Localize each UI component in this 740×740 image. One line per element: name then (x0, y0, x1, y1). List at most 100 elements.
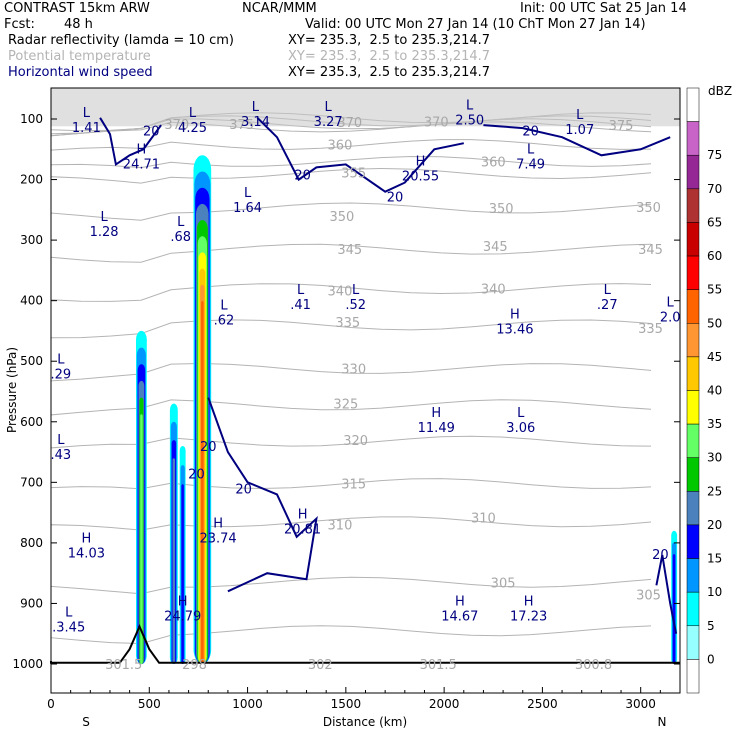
extremum-value: 3.06 (506, 421, 535, 436)
theta-label: 345 (337, 243, 362, 258)
extremum-type: L (297, 283, 305, 298)
extremum-value: 24.79 (164, 610, 201, 625)
extremum-type: H (213, 517, 223, 532)
theta-isoline (50, 362, 652, 382)
field1-xy: XY= 235.3, 2.5 to 235.3,214.7 (288, 33, 491, 48)
extremum-type: L (83, 106, 91, 121)
colorbar-unit: dBZ (708, 84, 732, 98)
y-tick-label: 200 (20, 173, 43, 187)
colorbar-segment (686, 87, 700, 122)
extremum-value: 14.67 (441, 610, 478, 625)
colorbar-tick-label: 50 (707, 316, 722, 330)
extremum-value: .68 (170, 230, 191, 245)
extremum-value: 1.28 (90, 225, 119, 240)
init-time: Init: 00 UTC Sat 25 Jan 14 (520, 1, 687, 16)
colorbar-tick-label: 0 (707, 652, 715, 666)
theta-isoline (50, 435, 652, 449)
extremum-type: H (81, 532, 91, 547)
theta-label: 350 (329, 210, 354, 225)
theta-isoline (50, 139, 652, 151)
colorbar-segment (686, 390, 700, 425)
field2-xy: XY= 235.3, 2.5 to 235.3,214.7 (288, 49, 491, 64)
extremum-value: 17.23 (510, 610, 547, 625)
theta-label: 360 (328, 138, 353, 153)
colorbar: 0 5 10 15 20 25 30 35 40 45 50 55 60 65 70 75 (686, 87, 722, 694)
plot-area: 370 375 370 370 375 360 360 355 350 350 350 345 345 3… (50, 88, 681, 673)
extremum-type: H (298, 507, 308, 522)
wind-speed-contour (483, 124, 671, 157)
colorbar-tick-label: 75 (707, 148, 722, 162)
extremum-value: .52 (345, 298, 366, 313)
theta-label: 350 (636, 201, 661, 216)
extremum-value: .62 (214, 314, 235, 329)
colorbar-tick-label: 15 (707, 552, 722, 566)
colorbar-segment (686, 524, 700, 559)
colorbar-segment (686, 188, 700, 223)
extremum-type: L (189, 106, 197, 121)
theta-label: 310 (471, 511, 496, 526)
extremum-value: 2.0 (660, 311, 681, 326)
colorbar-tick-label: 10 (707, 585, 722, 599)
colorbar-segment (686, 423, 700, 458)
wind-speed-contour (655, 554, 678, 634)
wind-contour-label: 20 (235, 482, 252, 497)
field3-name: Horizontal wind speed (8, 65, 153, 80)
model-title: CONTRAST 15km ARW (4, 1, 150, 16)
extremum-value: 20.55 (402, 169, 439, 184)
colorbar-segment (686, 659, 700, 694)
colorbar-segment (686, 222, 700, 257)
colorbar-segment (686, 356, 700, 391)
extremum-value: 1.41 (72, 121, 101, 136)
wind-contour-label: 20 (387, 191, 404, 206)
wind-contour-label: 20 (652, 548, 669, 563)
x-tick-label: 2500 (527, 697, 558, 711)
y-tick-label: 600 (20, 415, 43, 429)
terrain-line (50, 623, 680, 664)
reflectivity-cell (672, 554, 676, 664)
extremum-type: L (252, 100, 260, 115)
extremum-value: .3.45 (52, 621, 85, 636)
x-end-right: N (658, 715, 667, 729)
extremum-value: 24.71 (123, 157, 160, 172)
x-tick-label: 0 (47, 697, 55, 711)
theta-label: 340 (328, 284, 353, 299)
reflectivity-cell (172, 458, 176, 664)
extremum-type: L (244, 186, 252, 201)
theta-label: 301.5 (420, 658, 457, 673)
colorbar-segment (686, 154, 700, 190)
y-tick-label: 1000 (12, 657, 43, 671)
x-tick-label: 1000 (232, 697, 263, 711)
wind-speed-contour (99, 117, 162, 167)
extremum-type: H (524, 595, 534, 610)
fcst-label: Fcst: (4, 17, 35, 32)
extremum-value: 20.81 (284, 522, 321, 537)
theta-isoline (50, 399, 652, 416)
fcst-value: 48 h (64, 17, 93, 32)
extremum-type: L (517, 406, 525, 421)
y-tick-label: 300 (20, 233, 43, 247)
extremum-value: 14.03 (68, 547, 105, 562)
reflectivity-cell (140, 414, 143, 664)
theta-label: 305 (636, 588, 661, 603)
extremum-value: 13.46 (496, 323, 533, 338)
extremum-value: 1.07 (565, 123, 594, 138)
theta-label: 335 (335, 316, 360, 331)
extremum-type: H (137, 142, 147, 157)
colorbar-tick-label: 30 (707, 451, 722, 465)
theta-label: 360 (481, 155, 506, 170)
colorbar-tick-label: 5 (707, 619, 715, 633)
extremum-type: H (510, 308, 520, 323)
extremum-value: 1.64 (233, 201, 262, 216)
extremum-value: 11.49 (418, 421, 455, 436)
extremum-type: H (178, 595, 188, 610)
wind-contour-label: 20 (200, 440, 217, 455)
theta-isoline (50, 478, 652, 490)
wind-contour-label: 20 (522, 125, 539, 140)
colorbar-segment (686, 121, 700, 156)
theta-label: 310 (328, 519, 353, 534)
theta-label: 302 (308, 658, 333, 673)
reflectivity-cell (201, 301, 204, 664)
x-axis-label: Distance (km) (323, 715, 407, 729)
reflectivity-cell (181, 484, 184, 664)
extremum-type: L (177, 215, 185, 230)
